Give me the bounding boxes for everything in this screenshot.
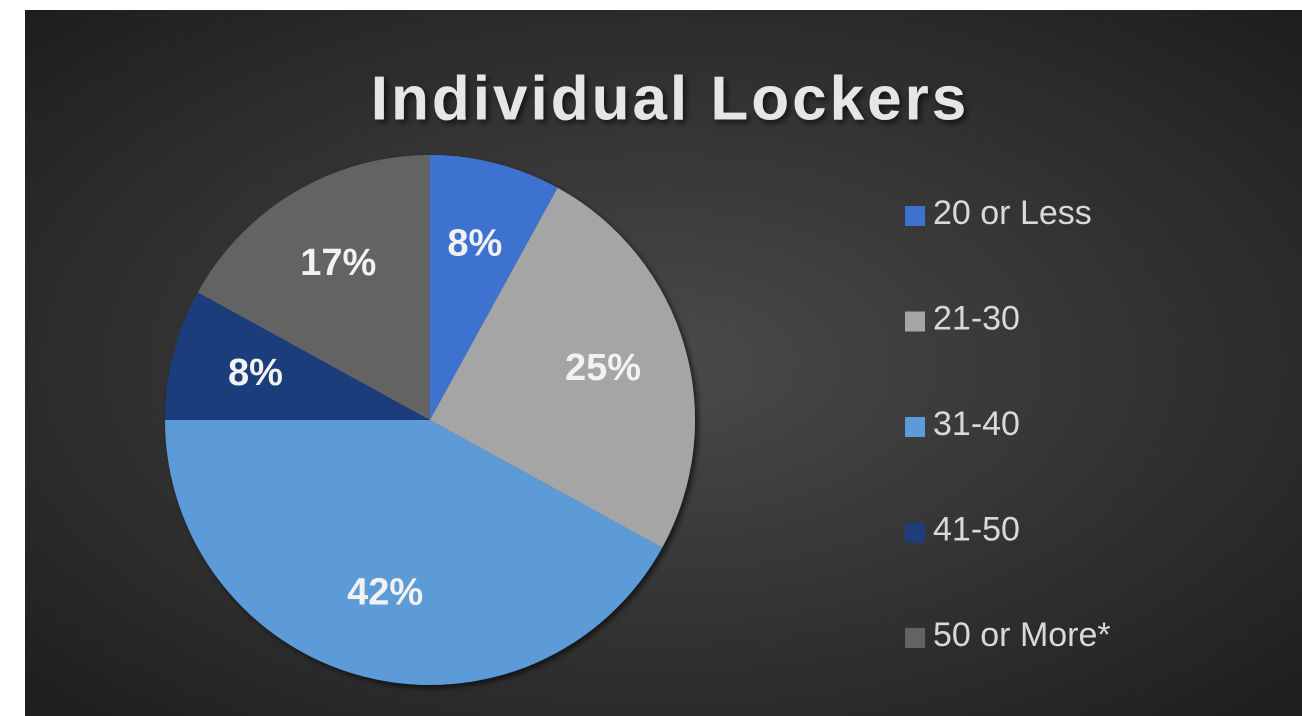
legend-swatch xyxy=(905,206,925,226)
pie-slice xyxy=(165,292,430,420)
data-label: 17% xyxy=(300,242,376,284)
pie-slice xyxy=(165,420,663,685)
legend-swatch xyxy=(905,311,925,332)
data-label: 25% xyxy=(565,347,641,389)
data-label: 42% xyxy=(347,572,423,614)
legend-label: 50 or More* xyxy=(933,616,1111,654)
legend-swatch xyxy=(905,522,925,543)
legend-swatch xyxy=(905,628,925,648)
pie-slice xyxy=(430,187,695,548)
data-label: 8% xyxy=(447,222,502,264)
pie-slice xyxy=(197,155,430,420)
legend-label: 21-30 xyxy=(933,299,1020,337)
legend-swatch xyxy=(905,417,925,437)
data-label: 8% xyxy=(228,352,283,394)
legend-label: 41-50 xyxy=(933,510,1020,548)
pie xyxy=(165,155,695,685)
legend-label: 20 or Less xyxy=(933,194,1092,232)
chart-title: Individual Lockers xyxy=(371,64,969,133)
pie-slice xyxy=(430,155,558,420)
legend-label: 31-40 xyxy=(933,405,1020,443)
